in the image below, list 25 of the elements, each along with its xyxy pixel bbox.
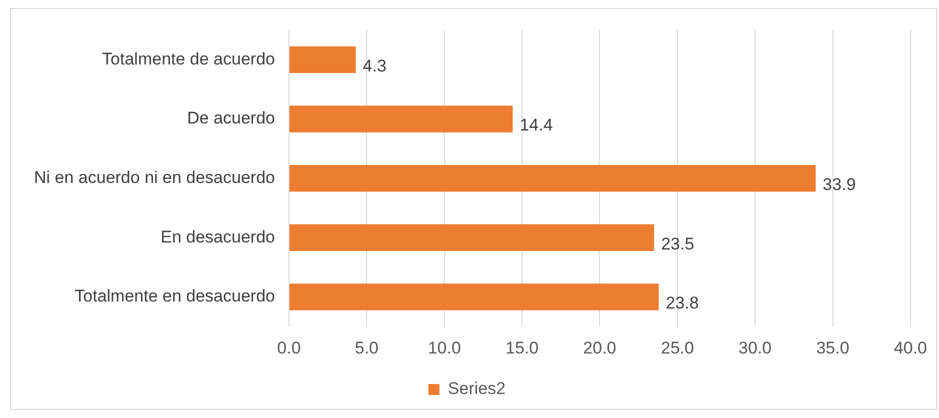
bar — [289, 164, 816, 192]
legend-label: Series2 — [448, 379, 506, 398]
x-tick-label: 25.0 — [660, 338, 694, 358]
x-tick-label: 20.0 — [583, 338, 616, 358]
data-label: 4.3 — [362, 56, 386, 76]
data-label: 33.9 — [822, 174, 856, 194]
bar — [289, 284, 659, 310]
data-label: 23.5 — [661, 234, 694, 254]
x-tick-label: 0.0 — [277, 338, 301, 358]
x-tick-label: 10.0 — [428, 338, 461, 358]
bar — [289, 46, 356, 74]
x-tick-label: 40.0 — [894, 338, 928, 358]
x-tick-label: 15.0 — [505, 338, 539, 358]
data-label: 23.8 — [666, 294, 699, 313]
y-tick-label: Totalmente en desacuerdo — [74, 286, 275, 306]
bar — [289, 224, 654, 251]
y-tick-label: Totalmente de acuerdo — [102, 49, 275, 68]
x-tick-label: 5.0 — [354, 338, 378, 358]
y-tick-label: De acuerdo — [187, 108, 275, 128]
x-tick-label: 30.0 — [738, 338, 772, 358]
data-label: 14.4 — [520, 116, 553, 135]
x-tick-label: 35.0 — [816, 338, 850, 358]
y-tick-label: En desacuerdo — [160, 227, 275, 246]
bar — [289, 106, 513, 132]
y-tick-label: Ni en acuerdo ni en desacuerdo — [34, 168, 275, 187]
